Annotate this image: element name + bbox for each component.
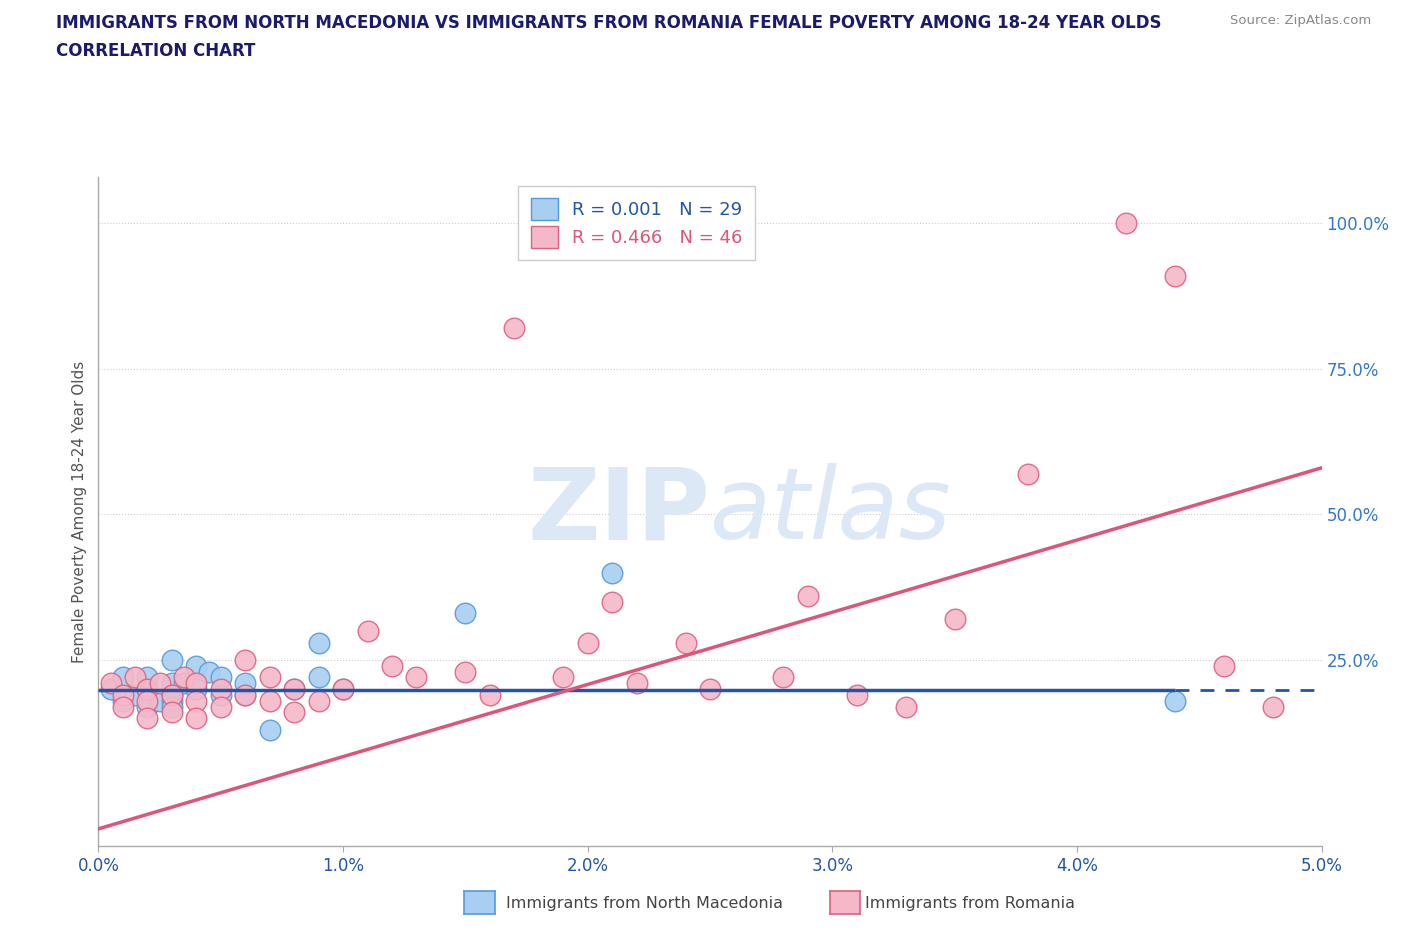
Point [478,687,501,702]
Point [675,635,697,650]
Point [136,682,159,697]
Point [1164,268,1187,283]
Point [197,664,219,679]
Point [160,705,183,720]
Point [600,565,623,580]
Point [772,670,794,684]
Point [186,693,208,708]
Text: IMMIGRANTS FROM NORTH MACEDONIA VS IMMIGRANTS FROM ROMANIA FEMALE POVERTY AMONG : IMMIGRANTS FROM NORTH MACEDONIA VS IMMIG… [56,14,1161,32]
Text: Immigrants from North Macedonia: Immigrants from North Macedonia [506,897,783,911]
Point [503,321,526,336]
Point [136,711,159,725]
Point [797,589,820,604]
Point [233,687,256,702]
Point [186,711,208,725]
Point [332,682,354,697]
Point [124,687,146,702]
Legend: R = 0.001   N = 29, R = 0.466   N = 46: R = 0.001 N = 29, R = 0.466 N = 46 [517,186,755,260]
Point [124,670,146,684]
Point [136,693,159,708]
Point [209,682,232,697]
Point [186,676,208,691]
Point [283,682,305,697]
Point [100,682,122,697]
Y-axis label: Female Poverty Among 18-24 Year Olds: Female Poverty Among 18-24 Year Olds [72,361,87,663]
Point [160,693,183,708]
Point [209,687,232,702]
Point [943,612,966,627]
Point [160,699,183,714]
Point [149,693,172,708]
Point [405,670,427,684]
Point [259,723,281,737]
Point [136,682,159,697]
Point [356,623,378,638]
Text: atlas: atlas [710,463,952,560]
Point [381,658,404,673]
Point [553,670,575,684]
Point [233,676,256,691]
Point [186,682,208,697]
Point [283,705,305,720]
Point [699,682,721,697]
Point [100,676,122,691]
Point [308,693,330,708]
Point [894,699,917,714]
Point [111,687,134,702]
Point [209,670,232,684]
Point [209,699,232,714]
Point [259,670,281,684]
Point [626,676,648,691]
Point [111,693,134,708]
Text: CORRELATION CHART: CORRELATION CHART [56,42,256,60]
Point [1164,693,1187,708]
Point [1212,658,1234,673]
Point [186,658,208,673]
Point [111,670,134,684]
Point [308,670,330,684]
Point [600,594,623,609]
Text: ZIP: ZIP [527,463,710,560]
Point [1017,466,1039,481]
Point [259,693,281,708]
Point [136,699,159,714]
Point [1261,699,1284,714]
Point [136,670,159,684]
Point [283,682,305,697]
Point [454,606,477,621]
Point [173,670,195,684]
Text: Immigrants from Romania: Immigrants from Romania [865,897,1074,911]
Point [160,653,183,668]
Point [160,687,183,702]
Point [332,682,354,697]
Point [233,653,256,668]
Text: Source: ZipAtlas.com: Source: ZipAtlas.com [1230,14,1371,27]
Point [845,687,868,702]
Point [160,687,183,702]
Point [160,676,183,691]
Point [149,676,172,691]
Point [308,635,330,650]
Point [233,687,256,702]
Point [173,676,195,691]
Point [1115,216,1137,231]
Point [454,664,477,679]
Point [576,635,599,650]
Point [111,699,134,714]
